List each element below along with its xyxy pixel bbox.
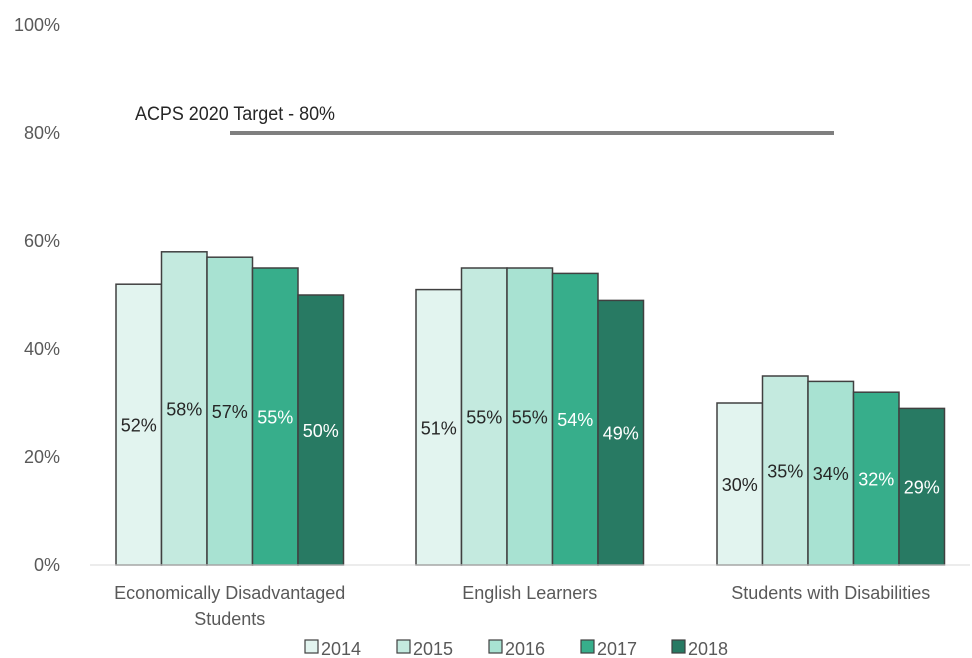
legend-label: 2015 xyxy=(413,639,453,658)
bar-2017-2 xyxy=(852,391,900,566)
category-label: Economically Disadvantaged Students xyxy=(114,583,345,629)
y-tick-label: 60% xyxy=(24,231,60,251)
category-label-line: Economically Disadvantaged xyxy=(114,583,345,603)
legend-label: 2016 xyxy=(505,639,545,658)
y-axis: 0% 20% 40% 60% 80% 100% xyxy=(14,15,60,575)
category-label-line: Students with Disabilities xyxy=(731,583,930,603)
data-label: 55% xyxy=(257,408,293,428)
bar-2015-2 xyxy=(761,375,809,566)
bar-2015-0 xyxy=(160,251,208,566)
data-label: 58% xyxy=(166,399,202,419)
y-tick-label: 0% xyxy=(34,555,60,575)
data-label: 32% xyxy=(858,470,894,490)
category-label-line: Students xyxy=(194,609,265,629)
y-tick-label: 100% xyxy=(14,15,60,35)
target-label: ACPS 2020 Target - 80% xyxy=(135,104,335,125)
data-label: 30% xyxy=(722,475,758,495)
data-label: 57% xyxy=(212,402,248,422)
legend-label: 2018 xyxy=(688,639,728,658)
bars xyxy=(115,251,946,566)
data-label: 54% xyxy=(557,410,593,430)
data-label: 35% xyxy=(767,462,803,482)
category-label-line: English Learners xyxy=(462,583,597,603)
legend: 2014 2015 2016 2017 2018 xyxy=(304,639,728,658)
x-axis: Economically Disadvantaged Students Englis… xyxy=(90,564,970,629)
data-label: 50% xyxy=(303,421,339,441)
y-tick-label: 80% xyxy=(24,123,60,143)
legend-label: 2014 xyxy=(321,639,361,658)
data-label: 51% xyxy=(421,418,457,438)
legend-swatch-2016 xyxy=(488,639,503,654)
legend-swatch-2017 xyxy=(580,639,595,654)
data-label: 55% xyxy=(466,408,502,428)
data-labels: 52% 58% 57% 55% 50% 51% 55% 55% 54% 49% 30% 35% 34% 3… xyxy=(121,399,940,497)
y-tick-label: 40% xyxy=(24,339,60,359)
target-group: ACPS 2020 Target - 80% xyxy=(135,104,834,135)
bar-2014-1 xyxy=(415,288,463,566)
data-label: 52% xyxy=(121,416,157,436)
data-label: 49% xyxy=(603,424,639,444)
data-label: 29% xyxy=(904,478,940,498)
bar-2014-0 xyxy=(115,283,163,566)
data-label: 55% xyxy=(512,408,548,428)
legend-swatch-2018 xyxy=(671,639,686,654)
category-label: Students with Disabilities xyxy=(731,583,930,603)
legend-label: 2017 xyxy=(597,639,637,658)
data-label: 34% xyxy=(813,464,849,484)
category-label: English Learners xyxy=(462,583,597,603)
bar-2016-1 xyxy=(506,267,554,566)
legend-swatch-2015 xyxy=(396,639,411,654)
bar-2016-0 xyxy=(206,256,254,566)
y-tick-label: 20% xyxy=(24,447,60,467)
bar-2018-1 xyxy=(597,299,645,566)
legend-swatch-2014 xyxy=(304,639,319,654)
